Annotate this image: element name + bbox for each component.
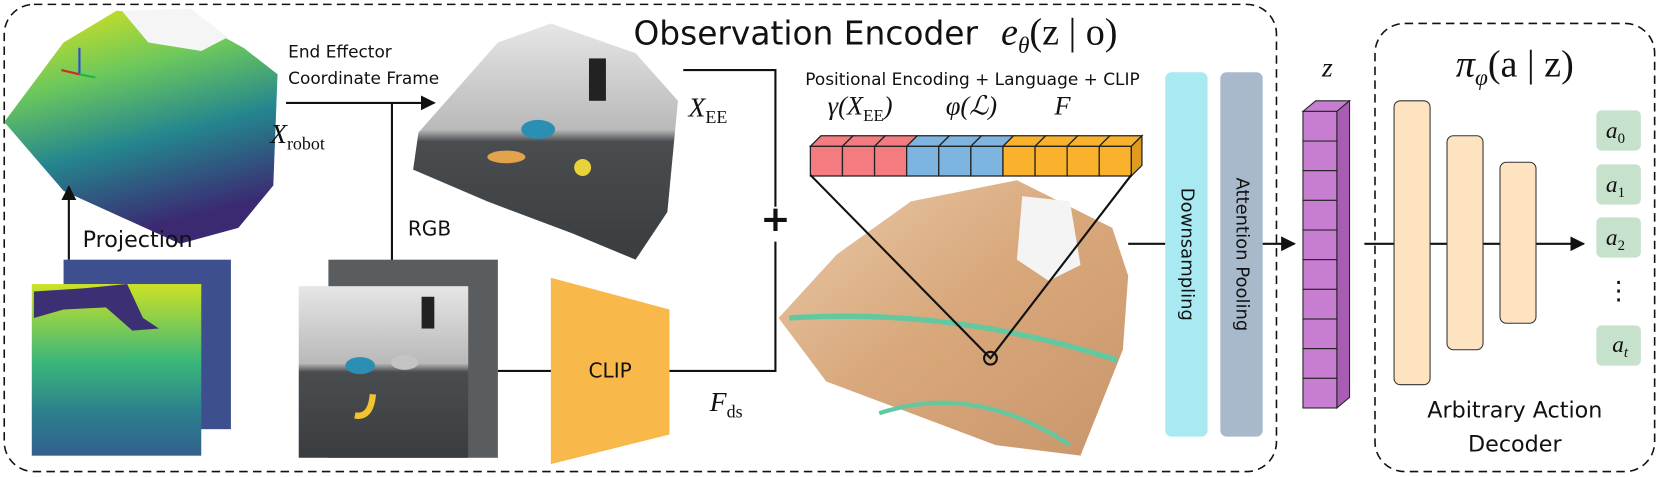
attention-pooling-block xyxy=(1220,72,1263,437)
stripe xyxy=(789,313,1119,363)
cloud-hole xyxy=(1016,196,1081,281)
decoder-label: Arbitrary Action xyxy=(1427,398,1602,424)
cube xyxy=(1098,145,1132,177)
latent-cell xyxy=(1302,199,1338,231)
query-point xyxy=(983,350,998,366)
end-effector-label: End Effector xyxy=(288,41,392,61)
cloud-hole xyxy=(121,8,228,52)
action-box xyxy=(1596,164,1641,205)
axis-icon xyxy=(79,73,96,79)
robot-point-cloud xyxy=(4,10,278,244)
rgb-point-cloud xyxy=(413,23,678,260)
object xyxy=(390,355,419,370)
action-symbol: a xyxy=(1606,225,1618,251)
latent-label: z xyxy=(1321,51,1333,82)
cube xyxy=(938,145,972,177)
latent-cell xyxy=(1302,170,1338,201)
positional-label: γ(XEE) xyxy=(828,91,893,125)
latent-cell xyxy=(1302,377,1338,409)
cube-side xyxy=(1130,134,1143,178)
latent-cell xyxy=(1302,288,1338,320)
latent-cell xyxy=(1302,259,1338,290)
action-box xyxy=(1596,217,1641,258)
cube xyxy=(809,145,844,177)
decoder-layer xyxy=(1499,161,1537,324)
latent-cell xyxy=(1302,110,1338,142)
latent-cell xyxy=(1302,140,1338,172)
latent-vector xyxy=(1301,99,1352,410)
clip-feature-label: F xyxy=(1053,91,1071,121)
cube xyxy=(1066,145,1100,177)
title-formula: eθ(z | o) xyxy=(1001,12,1117,59)
attention-pooling-label: Attention Pooling xyxy=(1232,177,1253,331)
clip-block xyxy=(550,277,670,465)
clip-label: CLIP xyxy=(589,358,632,382)
plus: + xyxy=(760,199,790,240)
gripper xyxy=(421,296,435,329)
decoder-layer xyxy=(1393,100,1431,386)
projection-cone xyxy=(809,174,1133,360)
encoder-frame xyxy=(3,3,1278,473)
action-label: a0 xyxy=(1606,118,1625,147)
object xyxy=(521,119,556,139)
action-box xyxy=(1596,325,1641,366)
gripper xyxy=(588,58,606,101)
object xyxy=(487,150,526,164)
action-label: a2 xyxy=(1606,225,1625,254)
decoder-frame xyxy=(1374,22,1656,473)
photo xyxy=(298,286,469,458)
projection-label: Projection xyxy=(83,227,193,253)
latent-cell xyxy=(1302,229,1338,261)
depth-shadow xyxy=(33,284,159,331)
cube xyxy=(1002,145,1036,177)
policy-formula: πφ(a | z) xyxy=(1456,43,1574,90)
action-subscript: 2 xyxy=(1618,238,1625,254)
ellipsis: ⋮ xyxy=(1606,275,1631,305)
rgb-label: RGB xyxy=(408,216,451,240)
decoder-label: Decoder xyxy=(1468,431,1562,457)
action-subscript: 1 xyxy=(1618,185,1625,201)
object xyxy=(345,357,375,375)
cube xyxy=(970,145,1004,177)
cube xyxy=(873,145,908,177)
cube xyxy=(906,145,940,177)
action-label: a1 xyxy=(1606,172,1625,201)
latent-cell xyxy=(1302,318,1338,350)
x-ee-label: XEE xyxy=(688,92,728,127)
action-symbol: a xyxy=(1606,172,1618,198)
axis-icon xyxy=(61,69,80,76)
latent-side xyxy=(1336,99,1351,410)
end-effector-label: Coordinate Frame xyxy=(288,68,439,88)
feature-caption: Positional Encoding + Language + CLIP xyxy=(805,69,1139,89)
object xyxy=(574,159,592,177)
latent-cell xyxy=(1302,348,1338,379)
language-label: φ(ℒ) xyxy=(946,91,997,121)
downsampling-block xyxy=(1165,72,1208,437)
action-label: at xyxy=(1612,332,1629,361)
object xyxy=(354,393,377,419)
action-symbol: a xyxy=(1606,118,1618,144)
feature-vector xyxy=(808,134,1144,178)
decoder-layer xyxy=(1446,135,1484,351)
downsampling-label: Downsampling xyxy=(1176,188,1197,321)
connector xyxy=(683,69,777,207)
stripe xyxy=(878,400,1072,447)
x-robot-label: Xrobot xyxy=(269,118,325,153)
title: Observation Encoder xyxy=(633,15,978,53)
action-subscript: 0 xyxy=(1618,131,1625,147)
cube xyxy=(841,145,876,177)
cube xyxy=(1034,145,1068,177)
action-box xyxy=(1596,110,1641,151)
f-ds-label: Fds xyxy=(709,386,743,421)
